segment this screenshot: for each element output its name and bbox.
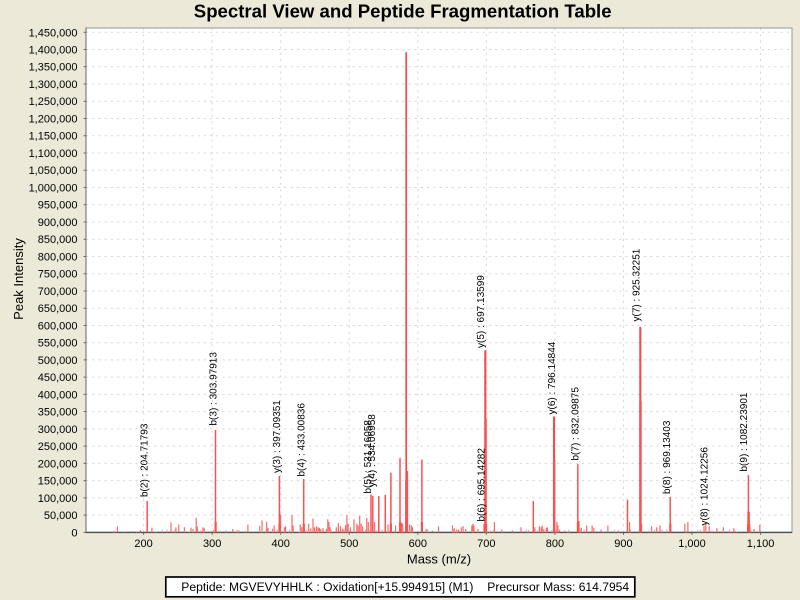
svg-text:950,000: 950,000 bbox=[38, 200, 78, 212]
svg-text:1,450,000: 1,450,000 bbox=[29, 27, 78, 39]
svg-text:1,050,000: 1,050,000 bbox=[29, 165, 78, 177]
svg-text:1,000,000: 1,000,000 bbox=[29, 182, 78, 194]
svg-text:y(8) : 1024.12256: y(8) : 1024.12256 bbox=[700, 447, 711, 526]
svg-text:900: 900 bbox=[614, 538, 632, 550]
svg-text:b(6) : 695.14282: b(6) : 695.14282 bbox=[477, 448, 488, 522]
svg-text:400: 400 bbox=[272, 538, 290, 550]
svg-text:b(9) : 1082.23901: b(9) : 1082.23901 bbox=[739, 392, 750, 471]
svg-text:450,000: 450,000 bbox=[38, 372, 78, 384]
svg-text:b(4) : 433.00836: b(4) : 433.00836 bbox=[297, 403, 308, 477]
svg-text:y(7) : 925.32251: y(7) : 925.32251 bbox=[631, 248, 642, 321]
svg-text:1,100,000: 1,100,000 bbox=[29, 148, 78, 160]
svg-text:550,000: 550,000 bbox=[38, 338, 78, 350]
svg-text:Precursor Mass: 614.7954: Precursor Mass: 614.7954 bbox=[487, 580, 629, 594]
svg-text:b(3) : 303.97913: b(3) : 303.97913 bbox=[209, 352, 220, 426]
svg-text:400,000: 400,000 bbox=[38, 389, 78, 401]
svg-text:1,300,000: 1,300,000 bbox=[29, 79, 78, 91]
svg-text:600: 600 bbox=[409, 538, 427, 550]
svg-text:150,000: 150,000 bbox=[38, 476, 78, 488]
svg-text:Spectral View and Peptide Frag: Spectral View and Peptide Fragmentation … bbox=[194, 1, 612, 22]
svg-text:Peptide: MGVEVYHHLK : Oxidatio: Peptide: MGVEVYHHLK : Oxidation[+15.9949… bbox=[181, 580, 473, 594]
svg-text:600,000: 600,000 bbox=[38, 320, 78, 332]
svg-text:1,350,000: 1,350,000 bbox=[29, 62, 78, 74]
svg-text:0: 0 bbox=[71, 527, 77, 539]
svg-text:800: 800 bbox=[546, 538, 564, 550]
svg-text:500,000: 500,000 bbox=[38, 355, 78, 367]
svg-text:b(7) : 832.09875: b(7) : 832.09875 bbox=[571, 387, 582, 461]
svg-text:300,000: 300,000 bbox=[38, 424, 78, 436]
svg-text:y(4) : 534.06958: y(4) : 534.06958 bbox=[367, 414, 378, 487]
svg-text:800,000: 800,000 bbox=[38, 251, 78, 263]
svg-text:y(3) : 397.09351: y(3) : 397.09351 bbox=[272, 400, 283, 473]
svg-text:650,000: 650,000 bbox=[38, 303, 78, 315]
svg-text:Mass (m/z): Mass (m/z) bbox=[407, 552, 471, 567]
svg-text:200: 200 bbox=[134, 538, 152, 550]
svg-text:1,200,000: 1,200,000 bbox=[29, 113, 78, 125]
svg-text:300: 300 bbox=[203, 538, 221, 550]
svg-text:700,000: 700,000 bbox=[38, 286, 78, 298]
svg-text:850,000: 850,000 bbox=[38, 234, 78, 246]
svg-text:b(8) : 969.13403: b(8) : 969.13403 bbox=[662, 420, 673, 494]
svg-text:700: 700 bbox=[477, 538, 495, 550]
svg-text:500: 500 bbox=[340, 538, 358, 550]
svg-text:1,250,000: 1,250,000 bbox=[29, 96, 78, 108]
svg-text:b(5) : 531.16058: b(5) : 531.16058 bbox=[363, 420, 374, 494]
svg-text:900,000: 900,000 bbox=[38, 217, 78, 229]
svg-text:200,000: 200,000 bbox=[38, 458, 78, 470]
svg-text:b(2) : 204.71793: b(2) : 204.71793 bbox=[140, 423, 151, 497]
svg-text:Peak Intensity: Peak Intensity bbox=[11, 238, 26, 320]
svg-text:50,000: 50,000 bbox=[44, 510, 78, 522]
svg-text:1,000: 1,000 bbox=[678, 538, 706, 550]
svg-text:1,100: 1,100 bbox=[747, 538, 775, 550]
svg-text:y(5) : 697.13599: y(5) : 697.13599 bbox=[476, 275, 487, 348]
svg-text:250,000: 250,000 bbox=[38, 441, 78, 453]
svg-text:100,000: 100,000 bbox=[38, 493, 78, 505]
svg-text:1,400,000: 1,400,000 bbox=[29, 45, 78, 57]
svg-text:750,000: 750,000 bbox=[38, 269, 78, 281]
svg-text:y(6) : 796.14844: y(6) : 796.14844 bbox=[547, 341, 558, 414]
svg-text:1,150,000: 1,150,000 bbox=[29, 131, 78, 143]
svg-text:350,000: 350,000 bbox=[38, 407, 78, 419]
